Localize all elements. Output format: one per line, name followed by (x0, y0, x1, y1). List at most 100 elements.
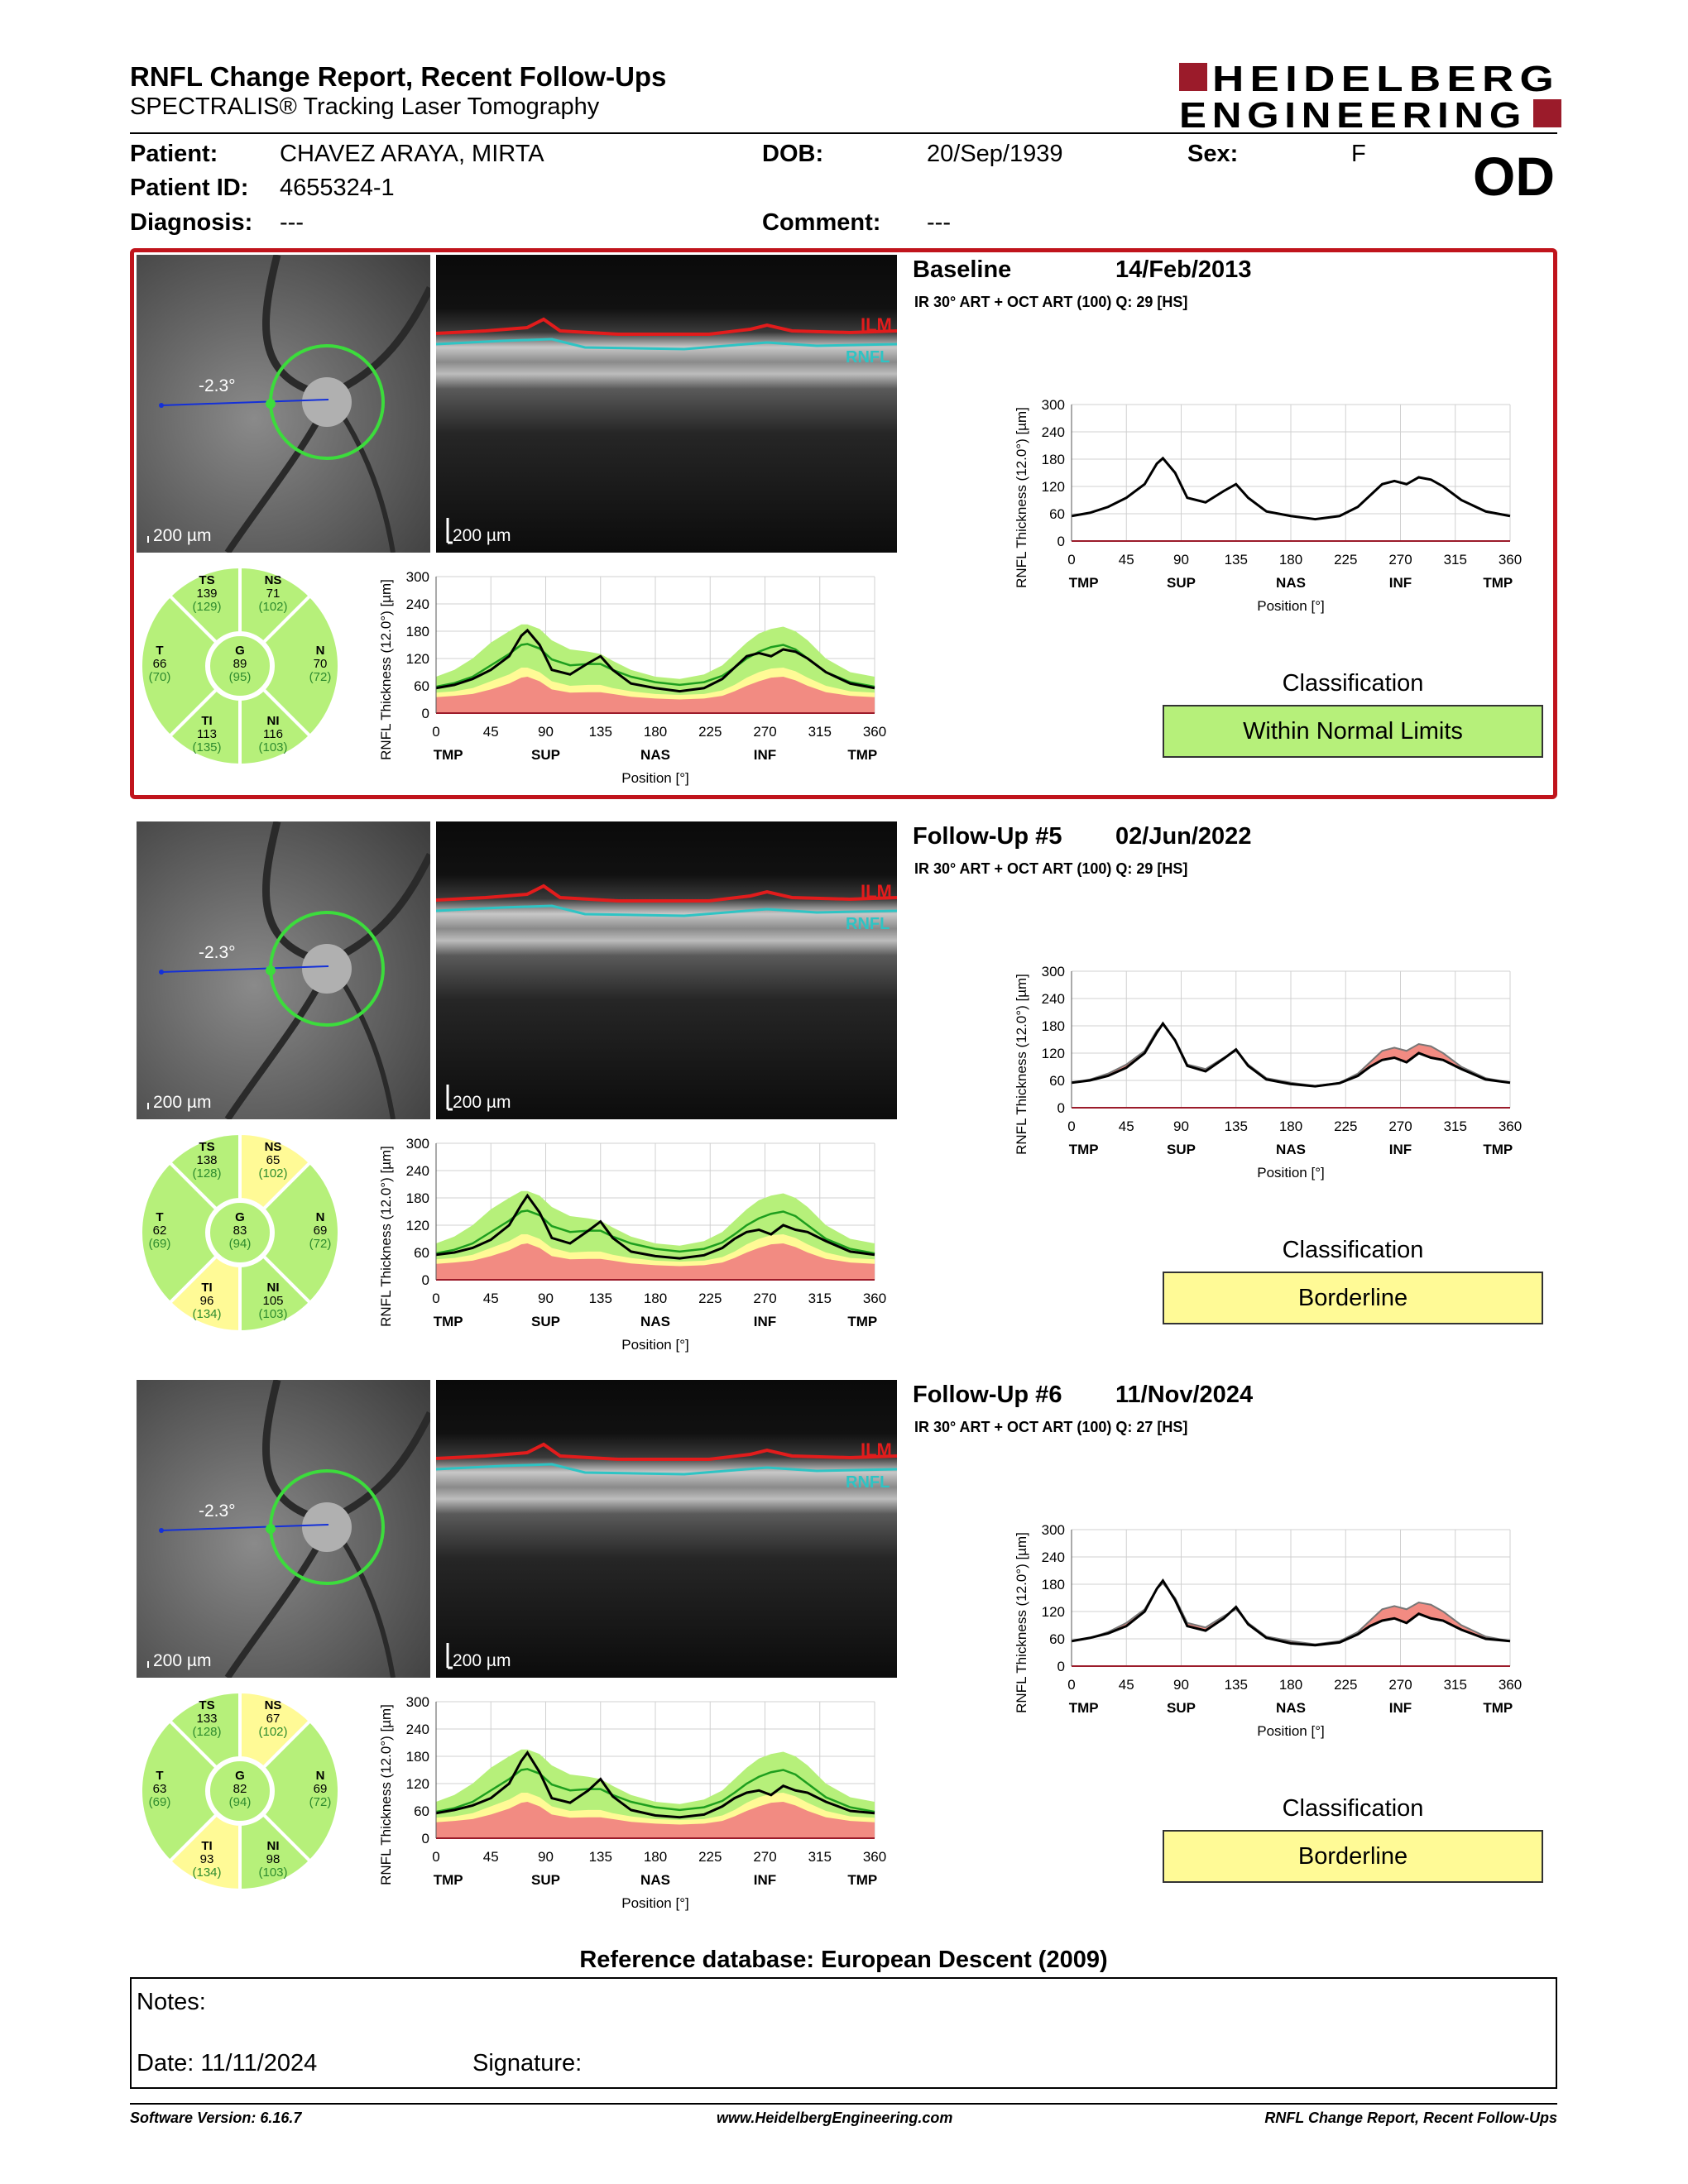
outside-normal-band (436, 677, 875, 713)
classification-label: Classification (1282, 670, 1424, 697)
signature-label: Signature: (472, 2050, 583, 2076)
exam-panel-0[interactable]: -2.3° 200 µm ILM RNFL 200 µm TS 139 (129) NS 71 (1… (130, 248, 1557, 799)
sector-label-g: G83(94) (229, 1210, 252, 1251)
ilm-boundary (436, 317, 897, 336)
y-tick-label: 180 (1042, 1577, 1065, 1592)
x-tick-label: 315 (808, 724, 832, 740)
sector-reference: (94) (229, 1795, 252, 1809)
region-label: INF (1389, 1142, 1412, 1157)
x-tick-label: 225 (1334, 1677, 1357, 1693)
fundus-scale-label: 200 µm (153, 1093, 211, 1112)
sector-label-n: N69(72) (309, 1769, 332, 1809)
x-tick-label: 0 (432, 724, 439, 740)
oct-bscan-image: ILM RNFL 200 µm (436, 821, 897, 1119)
region-label: NAS (1276, 1142, 1306, 1157)
region-label: TMP (847, 1872, 877, 1888)
x-axis-label: Position [°] (621, 770, 688, 786)
sector-reference: (134) (192, 1866, 221, 1880)
region-label: TMP (1483, 575, 1513, 591)
sector-name: TS (199, 1698, 214, 1712)
sector-reference: (72) (309, 1795, 332, 1809)
region-label: INF (1389, 575, 1412, 591)
sector-name: NI (267, 1839, 280, 1853)
rnfl-boundary (436, 338, 897, 351)
sector-name: G (235, 1210, 245, 1224)
sector-reference: (69) (149, 1795, 171, 1809)
acquisition-info: IR 30° ART + OCT ART (100) Q: 29 [HS] (914, 294, 1188, 310)
fundus-scale-label: 200 µm (153, 1651, 211, 1670)
normative-chart: 0 60 120 180 240 300 0 45 90 135 180 225 270 315 360 TM… (378, 1136, 886, 1353)
change-chart: 0 60 120 180 240 300 0 45 90 135 180 225 270 315 360 TM… (1014, 964, 1522, 1181)
x-tick-label: 315 (808, 1849, 832, 1865)
y-axis-label: RNFL Thickness (12.0°) [µm] (1014, 1532, 1029, 1713)
comment-label: Comment: (762, 209, 881, 236)
ilm-boundary (436, 1442, 897, 1461)
sector-label-n: N70(72) (309, 644, 332, 684)
change-chart: 0 60 120 180 240 300 0 45 90 135 180 225 270 315 360 TM… (1014, 397, 1522, 614)
region-label: INF (754, 747, 776, 763)
region-label: TMP (434, 1314, 463, 1329)
fovea-disc-angle: -2.3° (199, 943, 236, 962)
x-tick-label: 135 (1225, 1118, 1248, 1134)
sector-reference: (128) (192, 1166, 221, 1181)
y-tick-label: 240 (406, 1722, 429, 1737)
sector-value: 67 (266, 1712, 281, 1726)
y-tick-label: 120 (1042, 1046, 1065, 1061)
fovea-disc-line (161, 1524, 329, 1531)
region-label: INF (754, 1872, 776, 1888)
region-label: TMP (847, 1314, 877, 1329)
date-label: Date: 11/11/2024 (137, 2050, 318, 2076)
sector-label-g: G82(94) (229, 1769, 252, 1809)
optic-disc (302, 1502, 352, 1552)
x-tick-label: 360 (1499, 552, 1522, 568)
region-label: NAS (640, 747, 670, 763)
diagnosis-label: Diagnosis: (130, 209, 253, 236)
fundus-overlay: -2.3° 200 µm (147, 821, 430, 1119)
sector-value: 62 (153, 1224, 167, 1238)
sector-name: N (316, 644, 325, 658)
x-tick-label: 90 (1173, 552, 1189, 568)
exam-date: 02/Jun/2022 (1115, 823, 1252, 850)
y-tick-label: 240 (1042, 424, 1065, 440)
x-tick-label: 180 (644, 724, 667, 740)
followup-thickness-line (1071, 1021, 1511, 1088)
x-axis-label: Position [°] (621, 1895, 688, 1911)
patient-id-value: 4655324-1 (280, 175, 395, 201)
sector-value: 83 (233, 1224, 247, 1238)
normative-chart: 0 60 120 180 240 300 0 45 90 135 180 225 270 315 360 TM… (378, 1694, 886, 1911)
rnfl-label: RNFL (846, 1473, 890, 1492)
bscan-scale-label: 200 µm (453, 1093, 511, 1112)
sector-name: T (156, 1769, 163, 1783)
ilm-label: ILM (861, 314, 892, 335)
region-label: TMP (1483, 1142, 1513, 1157)
region-label: NAS (640, 1872, 670, 1888)
y-tick-label: 0 (1057, 1100, 1065, 1116)
sector-name: TS (199, 1140, 214, 1154)
exam-panel-2[interactable]: -2.3° 200 µm ILM RNFL 200 µm TS 133 (128) NS 67 (1… (130, 1373, 1557, 1924)
sector-name: N (316, 1769, 325, 1783)
exam-title: Follow-Up #5 (913, 823, 1062, 850)
notes-box[interactable]: Notes: Date: 11/11/2024 Signature: (130, 1977, 1557, 2089)
sector-reference: (134) (192, 1307, 221, 1321)
y-tick-label: 0 (1057, 534, 1065, 549)
footer-website[interactable]: www.HeidelbergEngineering.com (717, 2110, 953, 2126)
fundus-overlay: -2.3° 200 µm (147, 255, 430, 553)
sector-label-n: N69(72) (309, 1210, 332, 1251)
exam-panel-1[interactable]: -2.3° 200 µm ILM RNFL 200 µm TS 138 (128) NS 65 (1… (130, 815, 1557, 1366)
x-tick-label: 90 (538, 724, 554, 740)
normative-chart: 0 60 120 180 240 300 0 45 90 135 180 225 270 315 360 TM… (378, 569, 886, 786)
x-tick-label: 270 (1388, 1118, 1412, 1134)
sector-reference: (70) (149, 670, 171, 684)
bscan-overlay: ILM RNFL 200 µm (436, 314, 897, 545)
x-tick-label: 45 (483, 1849, 499, 1865)
sector-value: 70 (314, 657, 328, 671)
baseline-thickness-line (1071, 456, 1511, 521)
sector-value: 69 (314, 1224, 328, 1238)
exam-title: Baseline (913, 256, 1012, 283)
